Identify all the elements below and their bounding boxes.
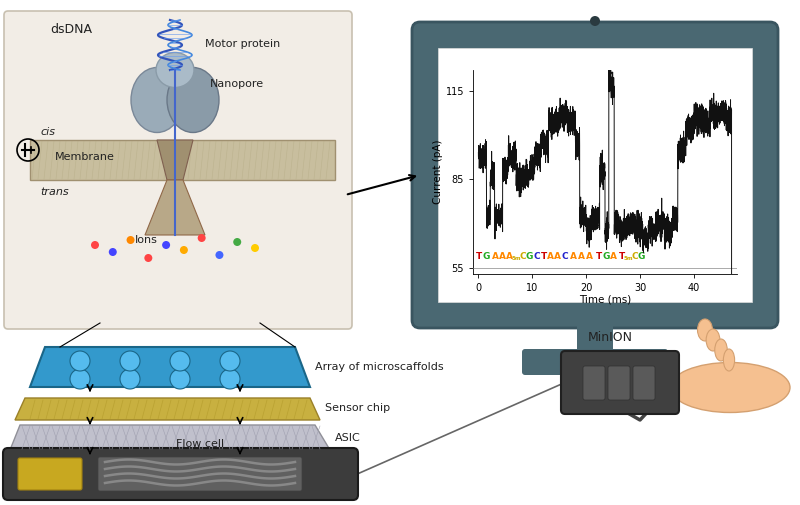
Text: ASIC: ASIC xyxy=(335,433,361,443)
FancyBboxPatch shape xyxy=(633,366,655,400)
Text: 5m: 5m xyxy=(624,256,634,261)
FancyBboxPatch shape xyxy=(18,458,82,490)
Ellipse shape xyxy=(723,349,734,371)
FancyBboxPatch shape xyxy=(608,366,630,400)
Text: C: C xyxy=(562,251,568,261)
Text: A: A xyxy=(547,251,554,261)
Polygon shape xyxy=(10,425,330,450)
Ellipse shape xyxy=(167,68,219,132)
Text: G: G xyxy=(526,251,534,261)
Text: T: T xyxy=(618,251,625,261)
Text: Motor protein: Motor protein xyxy=(205,39,280,49)
Circle shape xyxy=(170,351,190,371)
Text: Ions: Ions xyxy=(135,235,158,245)
Text: A: A xyxy=(506,251,513,261)
Text: A: A xyxy=(570,251,577,261)
Bar xyxy=(30,140,335,180)
FancyBboxPatch shape xyxy=(412,22,778,328)
Text: T: T xyxy=(476,251,482,261)
Polygon shape xyxy=(30,347,310,387)
Polygon shape xyxy=(15,398,320,420)
Circle shape xyxy=(251,244,259,252)
Text: A: A xyxy=(578,251,585,261)
Bar xyxy=(438,48,752,302)
Text: A: A xyxy=(610,251,617,261)
Text: Membrane: Membrane xyxy=(55,152,115,162)
Circle shape xyxy=(198,234,206,242)
Circle shape xyxy=(220,369,240,389)
Text: Array of microscaffolds: Array of microscaffolds xyxy=(315,362,444,372)
FancyBboxPatch shape xyxy=(522,349,668,375)
Circle shape xyxy=(109,248,117,256)
Circle shape xyxy=(162,241,170,249)
Text: 5m: 5m xyxy=(512,256,522,261)
X-axis label: Time (ms): Time (ms) xyxy=(579,294,631,305)
Text: C: C xyxy=(534,251,540,261)
Ellipse shape xyxy=(670,363,790,413)
FancyBboxPatch shape xyxy=(583,366,605,400)
Polygon shape xyxy=(157,140,193,180)
Circle shape xyxy=(215,251,223,259)
Y-axis label: Current (pA): Current (pA) xyxy=(433,140,442,204)
Circle shape xyxy=(70,351,90,371)
Text: G: G xyxy=(638,251,646,261)
Circle shape xyxy=(234,238,242,246)
Text: A: A xyxy=(499,251,506,261)
Circle shape xyxy=(180,246,188,254)
Circle shape xyxy=(590,16,600,26)
Text: A: A xyxy=(554,251,561,261)
FancyBboxPatch shape xyxy=(98,457,302,491)
Bar xyxy=(577,320,613,355)
Circle shape xyxy=(170,369,190,389)
Circle shape xyxy=(70,369,90,389)
Text: A: A xyxy=(492,251,499,261)
FancyBboxPatch shape xyxy=(561,351,679,414)
FancyBboxPatch shape xyxy=(3,448,358,500)
Text: T: T xyxy=(596,251,602,261)
Ellipse shape xyxy=(156,53,194,87)
Circle shape xyxy=(120,351,140,371)
Text: trans: trans xyxy=(40,187,69,197)
Text: C: C xyxy=(519,251,526,261)
Text: G: G xyxy=(602,251,610,261)
Text: Sensor chip: Sensor chip xyxy=(325,403,390,413)
Polygon shape xyxy=(145,180,205,235)
Ellipse shape xyxy=(706,329,720,351)
Circle shape xyxy=(144,254,152,262)
Text: cis: cis xyxy=(40,127,55,137)
Text: MinION: MinION xyxy=(587,331,633,344)
Text: G: G xyxy=(482,251,490,261)
Circle shape xyxy=(120,369,140,389)
Circle shape xyxy=(220,351,240,371)
Text: dsDNA: dsDNA xyxy=(50,23,92,36)
Text: A: A xyxy=(586,251,593,261)
Circle shape xyxy=(91,241,99,249)
Text: Flow cell: Flow cell xyxy=(176,439,224,449)
Text: C: C xyxy=(631,251,638,261)
FancyBboxPatch shape xyxy=(4,11,352,329)
Ellipse shape xyxy=(714,339,727,361)
Circle shape xyxy=(126,236,134,244)
Text: T: T xyxy=(541,251,546,261)
Ellipse shape xyxy=(131,68,183,132)
Ellipse shape xyxy=(698,319,713,341)
Text: Nanopore: Nanopore xyxy=(210,79,264,89)
